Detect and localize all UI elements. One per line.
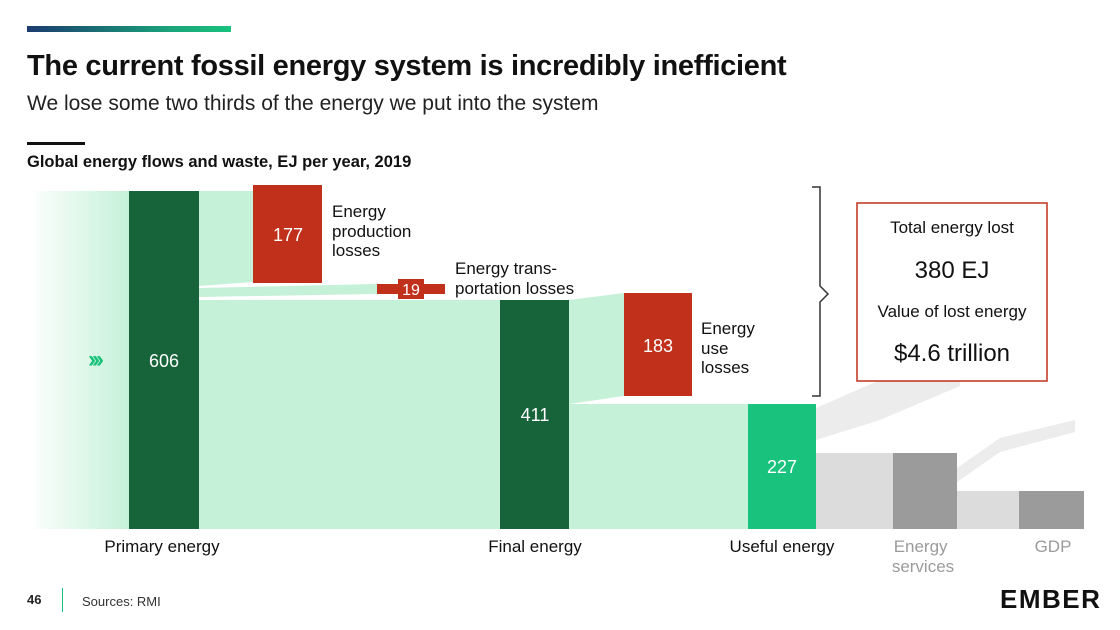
flow-useful-loss-grey: [816, 372, 960, 440]
value-label-final: 411: [521, 405, 550, 425]
label-use-losses: Energy use losses: [701, 319, 760, 377]
summary-box: [856, 202, 1048, 382]
axis-label-gdp: GDP: [1035, 537, 1072, 556]
header-accent-bar: [27, 26, 231, 32]
summary-value-lost-label: Value of lost energy: [878, 302, 1027, 321]
node-gdp: [1019, 491, 1084, 529]
node-production-losses: [253, 185, 322, 283]
flow-useful-services: [816, 453, 893, 529]
page-title: The current fossil energy system is incr…: [27, 50, 787, 82]
flow-final-use: [569, 293, 624, 404]
node-primary-energy: [129, 191, 199, 529]
page-number: 46: [27, 592, 42, 607]
flow-services-loss-grey: [957, 420, 1075, 482]
page-subtitle: We lose some two thirds of the energy we…: [27, 92, 599, 115]
sources-note: Sources: RMI: [82, 594, 161, 609]
section-rule: [27, 142, 85, 145]
node-final-energy: [500, 300, 569, 529]
losses-bracket: [812, 186, 830, 397]
flow-primary-final: [199, 300, 500, 529]
summary-total-lost-label: Total energy lost: [890, 218, 1014, 237]
ember-logo: EMBER: [1000, 584, 1102, 614]
flow-services-gdp: [957, 491, 1019, 529]
axis-label-primary: Primary energy: [104, 537, 220, 556]
label-transport-losses: Energy trans- portation losses: [455, 259, 574, 298]
value-label-use-losses: 183: [643, 336, 673, 356]
value-label-useful: 227: [767, 457, 797, 477]
value-label-transport-losses: 19: [402, 282, 420, 299]
axis-label-services: Energy services: [892, 537, 954, 576]
axis-label-final: Final energy: [488, 537, 582, 556]
flow-primary-transport: [199, 284, 377, 297]
axis-label-useful: Useful energy: [730, 537, 835, 556]
value-label-primary: 606: [149, 351, 179, 371]
flow-final-useful: [569, 404, 748, 529]
flow-primary-production: [199, 191, 253, 286]
summary-total-lost-value: 380 EJ: [915, 257, 990, 284]
chart-title: Global energy flows and waste, EJ per ye…: [27, 153, 412, 171]
node-transport-losses-tab: [398, 279, 424, 299]
node-useful-energy: [748, 404, 816, 529]
label-production-losses: Energy production losses: [332, 202, 416, 260]
node-use-losses: [624, 293, 692, 396]
node-energy-services: [893, 453, 957, 529]
summary-value-lost-value: $4.6 trillion: [894, 340, 1010, 367]
inflow-band: [28, 191, 129, 529]
footer-divider: [62, 588, 63, 612]
value-label-production-losses: 177: [273, 225, 303, 245]
